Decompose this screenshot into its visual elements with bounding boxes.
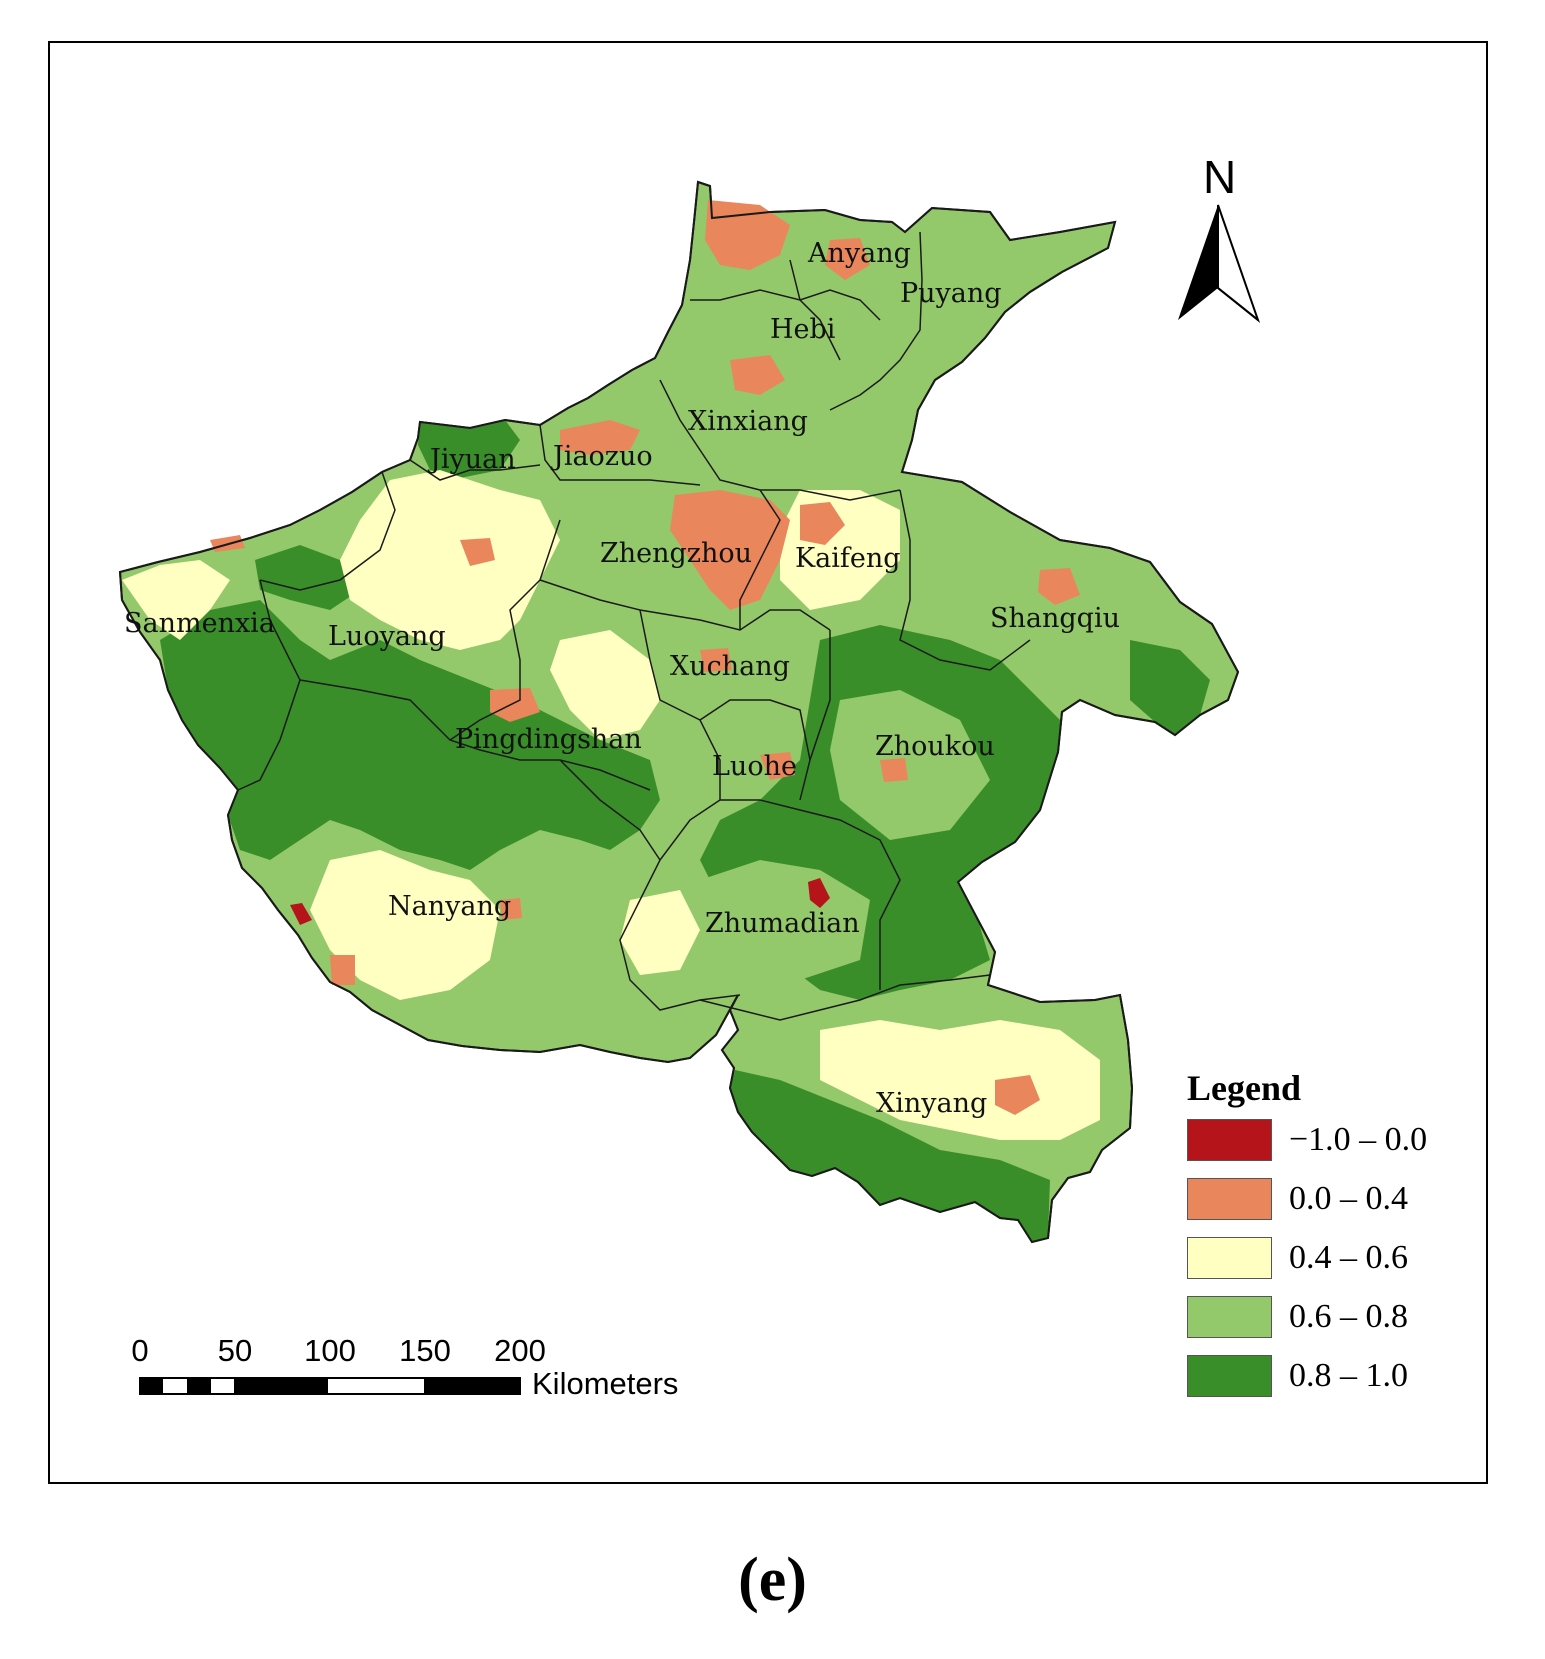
legend-label: 0.4 – 0.6: [1289, 1239, 1408, 1276]
north-label: N: [1203, 151, 1237, 203]
zone-high-west: [160, 600, 660, 870]
zone-low-nanyang: [310, 850, 500, 1000]
zone-urban-xuchang: [700, 648, 732, 672]
city-label-anyang: Anyang: [807, 238, 911, 269]
city-label-jiyuan: Jiyuan: [427, 444, 516, 475]
legend-label: 0.8 – 1.0: [1289, 1357, 1408, 1394]
zone-low-north-central: [340, 470, 560, 650]
legend-swatch: [1187, 1237, 1272, 1279]
zone-urban-jiaozuo: [560, 420, 640, 455]
legend-label: −1.0 – 0.0: [1289, 1121, 1428, 1158]
zone-urban-zhengzhou: [670, 490, 790, 610]
city-label-zhengzhou: Zhengzhou: [600, 538, 752, 569]
legend-title: Legend: [1187, 1068, 1302, 1108]
zone-urban-kaifeng: [800, 502, 845, 545]
zone-low-zhumadian-west: [620, 890, 700, 975]
city-label-luohe: Luohe: [712, 751, 797, 782]
zone-negative-nanyang: [290, 903, 312, 925]
scale-tick-label: 150: [399, 1333, 451, 1368]
legend-label: 0.0 – 0.4: [1289, 1180, 1408, 1217]
city-label-luoyang: Luoyang: [328, 621, 446, 652]
province-border: [118, 180, 1240, 1244]
zone-high-jiyuan: [418, 420, 520, 478]
city-label-hebi: Hebi: [770, 314, 836, 345]
scale-tick-label: 100: [304, 1333, 356, 1368]
scale-tick-label: 50: [217, 1333, 253, 1368]
zone-low-xinyang: [820, 1020, 1100, 1140]
zone-urban-anyang-east: [825, 238, 870, 280]
city-label-jiaozuo: Jiaozuo: [550, 441, 653, 472]
legend-swatch: [1187, 1296, 1272, 1338]
zone-negative-zhumadian: [808, 878, 830, 908]
zone-high-south: [730, 1070, 1050, 1242]
legend-swatch: [1187, 1119, 1272, 1161]
zone-urban-luoyang: [460, 538, 495, 566]
legend-swatch: [1187, 1178, 1272, 1220]
legend-swatch: [1187, 1355, 1272, 1397]
zone-low-west: [122, 560, 230, 640]
zone-urban-xinyang: [995, 1075, 1040, 1115]
legend-label: 0.6 – 0.8: [1289, 1298, 1408, 1335]
panel-label: (e): [738, 1546, 807, 1614]
zone-high-luoyang: [255, 545, 360, 610]
city-label-pingdingshan: Pingdingshan: [455, 724, 642, 755]
city-label-zhumadian: Zhumadian: [705, 908, 860, 939]
zone-low-pingdingshan: [550, 630, 660, 740]
city-label-nanyang: Nanyang: [388, 891, 511, 922]
zone-mid-zhumadian: [700, 860, 870, 980]
zone-urban-pingdingshan: [490, 688, 540, 722]
zone-urban-nanyang-city: [500, 898, 522, 920]
zone-mid-zhoukou: [830, 690, 990, 840]
city-label-xuchang: Xuchang: [670, 651, 790, 682]
zone-urban-xinxiang: [730, 355, 785, 395]
city-label-puyang: Puyang: [900, 278, 1002, 309]
scale-bar: [139, 1377, 521, 1395]
city-label-zhoukou: Zhoukou: [875, 731, 995, 762]
zone-urban-luohe: [760, 752, 795, 780]
city-boundaries: [237, 231, 1031, 1021]
city-labels: Anyang Puyang Hebi Xinxiang Jiyuan Jiaozuo Zhe…: [124, 238, 1120, 1119]
zone-high-shangqiu: [1130, 640, 1210, 735]
zone-urban-zhoukou: [880, 758, 908, 782]
city-label-shangqiu: Shangqiu: [990, 603, 1120, 634]
zone-urban-nanyang: [330, 955, 355, 985]
city-label-kaifeng: Kaifeng: [795, 543, 901, 574]
city-label-xinyang: Xinyang: [876, 1088, 987, 1119]
city-label-sanmenxia: Sanmenxia: [124, 608, 275, 639]
scale-tick-label: 0: [131, 1333, 149, 1368]
scale-tick-label: 200: [494, 1333, 546, 1368]
zone-urban-shangqiu: [1038, 568, 1080, 605]
scale-unit: Kilometers: [532, 1366, 679, 1401]
city-label-xinxiang: Xinxiang: [688, 406, 808, 437]
north-arrow-icon: [1178, 204, 1261, 323]
